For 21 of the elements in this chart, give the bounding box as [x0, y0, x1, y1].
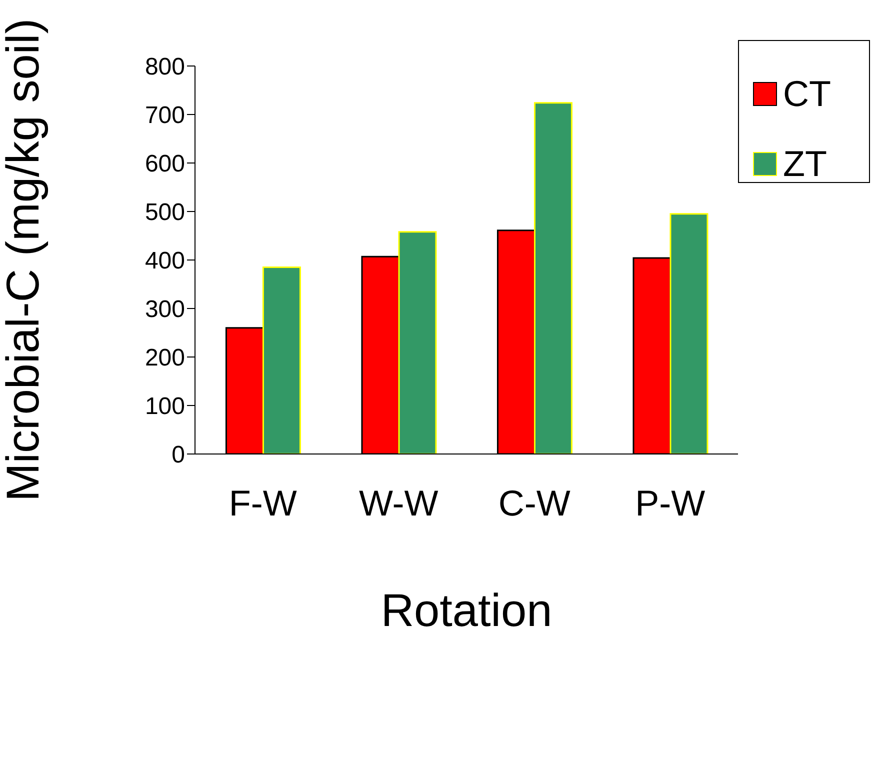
bar	[262, 266, 301, 454]
bar	[534, 102, 572, 454]
x-tick-label: C-W	[498, 482, 570, 524]
y-tick-label: 300	[144, 296, 185, 324]
y-tick-label: 600	[144, 150, 185, 178]
y-tick-label: 0	[172, 442, 185, 469]
x-tick-label: P-W	[635, 482, 706, 524]
y-tick-label: 200	[144, 344, 185, 372]
x-tick-label: F-W	[228, 482, 297, 524]
y-tick-label: 800	[144, 54, 185, 81]
y-tick-label: 100	[144, 393, 185, 420]
legend-label: ZT	[783, 143, 827, 185]
bar	[670, 213, 708, 454]
bar	[398, 231, 437, 454]
y-tick-label: 400	[144, 248, 185, 275]
y-axis-title: Microbial-C (mg/kg soil)	[0, 18, 48, 502]
legend-label: CT	[783, 73, 831, 115]
y-tick-label: 500	[144, 199, 185, 226]
x-tick-label: W-W	[358, 482, 438, 524]
y-tick-label: 700	[144, 102, 185, 130]
x-axis-title: Rotation	[380, 584, 552, 636]
